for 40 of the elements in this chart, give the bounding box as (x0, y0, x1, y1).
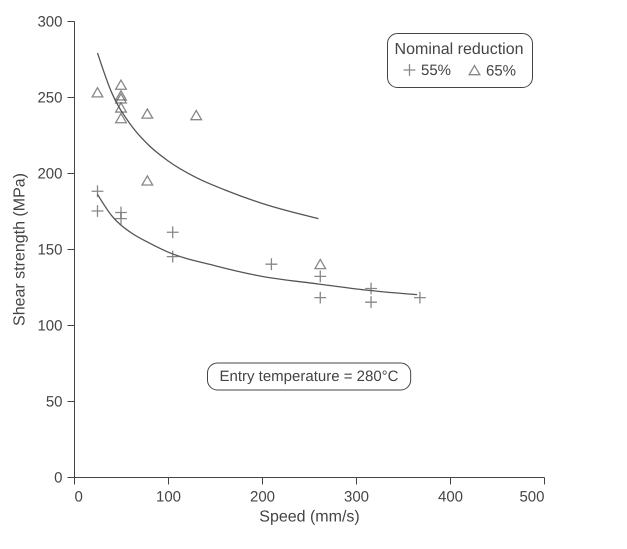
y-tick-label: 50 (46, 394, 62, 410)
point (166, 250, 180, 264)
point (115, 102, 127, 113)
legend-label: 65% (486, 62, 516, 80)
point (115, 90, 127, 101)
y-tick-label: 300 (37, 14, 62, 30)
point (314, 270, 327, 283)
point (190, 110, 202, 120)
point (90, 204, 104, 218)
point (364, 296, 378, 309)
point (413, 291, 426, 304)
y-tick-label: 100 (37, 318, 62, 334)
x-tick-label: 200 (250, 488, 276, 506)
point (141, 175, 154, 186)
point (314, 258, 326, 270)
point (115, 93, 127, 104)
point (166, 226, 180, 239)
point (264, 258, 278, 271)
x-tick-label: 100 (156, 488, 182, 506)
x-tick-label: 500 (519, 488, 544, 506)
point (114, 212, 128, 226)
point (115, 79, 127, 90)
legend-title: Nominal reduction (394, 41, 524, 58)
point (364, 282, 378, 296)
x-axis-title: Speed (mm/s) (259, 508, 360, 526)
y-tick-label: 0 (54, 470, 62, 486)
point (92, 87, 104, 98)
legend-label: 55% (421, 62, 452, 79)
line-series (96, 52, 320, 220)
y-tick-label: 150 (37, 242, 62, 258)
point (141, 108, 154, 119)
point (115, 112, 127, 124)
y-tick-label: 250 (37, 90, 62, 106)
x-tick-label: 300 (344, 488, 370, 506)
x-tick-label: 0 (74, 488, 83, 506)
annotation: Entry temperature = 280°C (219, 368, 399, 385)
y-tick-label: 200 (37, 166, 62, 182)
point (314, 291, 327, 304)
y-axis-title: Shear strength (MPa) (11, 173, 28, 326)
x-tick-label: 400 (438, 488, 464, 506)
